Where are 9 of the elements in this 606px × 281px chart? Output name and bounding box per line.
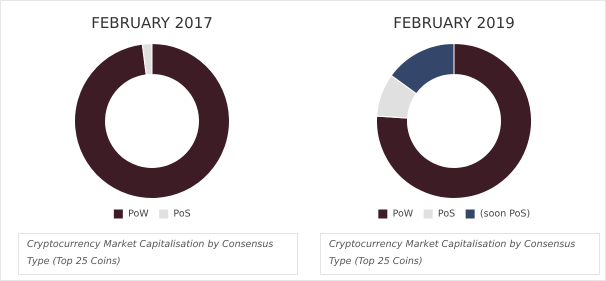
legend-label: PoS (173, 208, 191, 220)
legend-label: (soon PoS) (480, 208, 530, 220)
legend-label: PoW (128, 208, 150, 220)
text: Cryptocurrency Market Capitalisation by Consensus Type (Top 25 Coins) (320, 233, 600, 275)
legend-label: PoW (392, 208, 414, 220)
chart-title: FEBRUARY 2017 (91, 14, 213, 32)
text: Cryptocurrency Market Capitalisation by Consensus Type (Top 25 Coins) (18, 233, 298, 275)
chart-title: FEBRUARY 2019 (393, 14, 515, 32)
legend-label: PoS (438, 208, 456, 220)
